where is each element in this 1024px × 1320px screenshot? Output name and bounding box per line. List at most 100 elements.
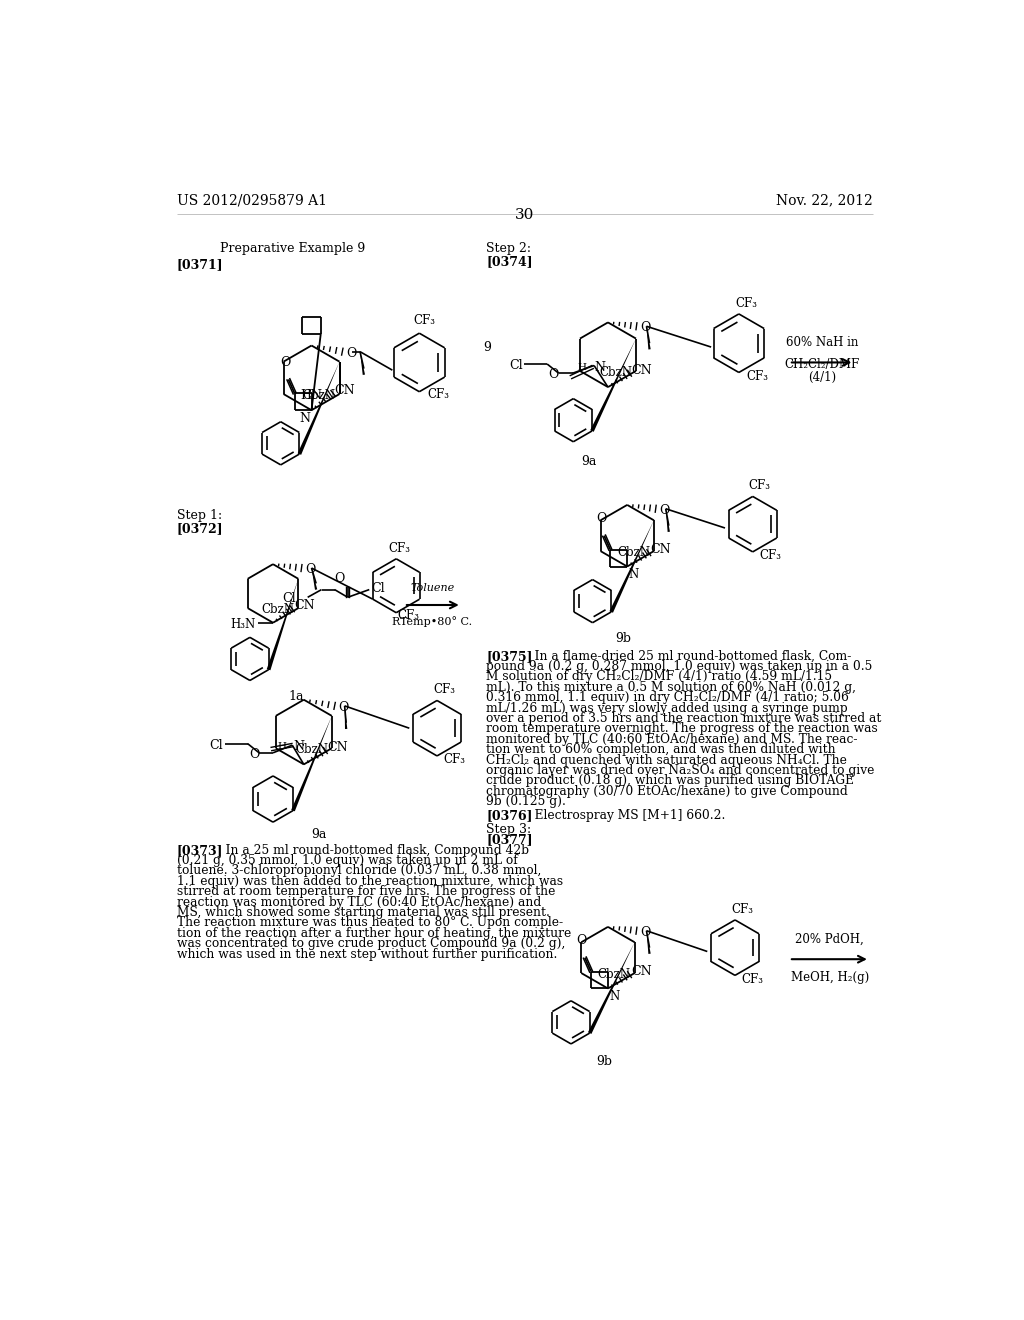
Text: O: O: [281, 355, 291, 368]
Text: CH₂Cl₂/DMF: CH₂Cl₂/DMF: [784, 358, 859, 371]
Text: CbzN: CbzN: [261, 603, 295, 616]
Text: Step 2:: Step 2:: [486, 242, 531, 255]
Text: CF₃: CF₃: [397, 610, 420, 622]
Text: tion went to 60% completion, and was then diluted with: tion went to 60% completion, and was the…: [486, 743, 836, 756]
Text: 30: 30: [515, 209, 535, 223]
Text: CF₃: CF₃: [741, 973, 763, 986]
Text: CN: CN: [650, 543, 671, 556]
Text: MeOH, H₂(g): MeOH, H₂(g): [791, 970, 868, 983]
Text: monitored by TLC (40:60 EtOAc/hexane) and MS. The reac-: monitored by TLC (40:60 EtOAc/hexane) an…: [486, 733, 858, 746]
Text: O: O: [346, 347, 356, 360]
Text: 9: 9: [483, 341, 492, 354]
Text: toluene. 3-chloropropionyl chloride (0.037 mL, 0.38 mmol,: toluene. 3-chloropropionyl chloride (0.0…: [177, 865, 541, 878]
Text: CF₃: CF₃: [433, 684, 456, 696]
Text: Preparative Example 9: Preparative Example 9: [219, 242, 365, 255]
Text: Toluene: Toluene: [411, 583, 455, 594]
Text: CN: CN: [631, 363, 651, 376]
Text: O: O: [640, 925, 650, 939]
Text: CF₃: CF₃: [749, 479, 771, 492]
Text: CF₃: CF₃: [746, 370, 769, 383]
Text: CbzN: CbzN: [599, 366, 632, 379]
Text: Step 1:: Step 1:: [177, 508, 222, 521]
Text: (0.21 g, 0.35 mmol, 1.0 equiv) was taken up in 2 mL of: (0.21 g, 0.35 mmol, 1.0 equiv) was taken…: [177, 854, 517, 867]
Text: Cl: Cl: [371, 582, 384, 594]
Text: crude product (0.18 g), which was purified using BIOTAGE: crude product (0.18 g), which was purifi…: [486, 775, 854, 788]
Text: CF₃: CF₃: [388, 541, 411, 554]
Text: 9a: 9a: [311, 829, 327, 841]
Text: CF₃: CF₃: [443, 754, 465, 767]
Text: room temperature overnight. The progress of the reaction was: room temperature overnight. The progress…: [486, 722, 878, 735]
Text: CbzN: CbzN: [303, 389, 336, 403]
Text: O: O: [339, 701, 349, 714]
Polygon shape: [311, 568, 317, 590]
Polygon shape: [298, 362, 340, 455]
Text: tion of the reaction after a further hour of heating, the mixture: tion of the reaction after a further hou…: [177, 927, 571, 940]
Text: N: N: [594, 360, 605, 374]
Text: H: H: [278, 742, 286, 751]
Text: 20% PdOH,: 20% PdOH,: [796, 932, 864, 945]
Text: mL). To this mixture a 0.5 M solution of 60% NaH (0.012 g,: mL). To this mixture a 0.5 M solution of…: [486, 681, 856, 694]
Text: CH₂Cl₂ and quenched with saturated aqueous NH₄Cl. The: CH₂Cl₂ and quenched with saturated aqueo…: [486, 754, 847, 767]
Text: Cl: Cl: [209, 739, 223, 751]
Text: 60% NaH in: 60% NaH in: [785, 337, 858, 350]
Polygon shape: [590, 339, 636, 432]
Text: 0.316 mmol, 1.1 equiv) in dry CH₂Cl₂/DMF (4/1 ratio; 5.06: 0.316 mmol, 1.1 equiv) in dry CH₂Cl₂/DMF…: [486, 692, 849, 705]
Text: O: O: [249, 748, 259, 760]
Text: O: O: [640, 321, 650, 334]
Text: reaction was monitored by TLC (60:40 EtOAc/hexane) and: reaction was monitored by TLC (60:40 EtO…: [177, 896, 541, 908]
Text: [0371]: [0371]: [177, 259, 223, 272]
Polygon shape: [345, 706, 347, 729]
Text: CbzN: CbzN: [598, 968, 631, 981]
Text: CF₃: CF₃: [759, 549, 781, 562]
Text: H: H: [578, 363, 587, 371]
Text: CbzN: CbzN: [617, 546, 650, 560]
Text: N: N: [294, 741, 305, 754]
Text: mL/1.26 mL) was very slowly added using a syringe pump: mL/1.26 mL) was very slowly added using …: [486, 702, 848, 714]
Text: CF₃: CF₃: [413, 314, 435, 327]
Text: organic layer was dried over Na₂SO₄ and concentrated to give: organic layer was dried over Na₂SO₄ and …: [486, 764, 874, 777]
Text: CN: CN: [335, 384, 355, 397]
Text: [0372]: [0372]: [177, 523, 223, 536]
Text: O: O: [577, 933, 587, 946]
Text: which was used in the next step without further purification.: which was used in the next step without …: [177, 948, 557, 961]
Text: CN: CN: [294, 599, 314, 612]
Text: was concentrated to give crude product Compound 9a (0.2 g),: was concentrated to give crude product C…: [177, 937, 565, 950]
Text: In a 25 ml round-bottomed flask, Compound 42b: In a 25 ml round-bottomed flask, Compoun…: [214, 843, 528, 857]
Text: In a flame-dried 25 ml round-bottomed flask, Com-: In a flame-dried 25 ml round-bottomed fl…: [523, 649, 852, 663]
Text: chromatography (30/70 EtOAc/hexane) to give Compound: chromatography (30/70 EtOAc/hexane) to g…: [486, 785, 848, 797]
Text: HN: HN: [301, 389, 323, 403]
Text: [0377]: [0377]: [486, 833, 532, 846]
Text: N: N: [629, 568, 639, 581]
Text: US 2012/0295879 A1: US 2012/0295879 A1: [177, 193, 327, 207]
Text: [0374]: [0374]: [486, 255, 532, 268]
Text: O: O: [596, 512, 606, 525]
Text: N: N: [609, 990, 620, 1003]
Polygon shape: [646, 931, 650, 954]
Text: Cl: Cl: [283, 593, 296, 606]
Text: 9b: 9b: [596, 1056, 612, 1068]
Text: over a period of 3.5 hrs and the reaction mixture was stirred at: over a period of 3.5 hrs and the reactio…: [486, 711, 882, 725]
Text: CN: CN: [327, 741, 347, 754]
Polygon shape: [609, 520, 654, 612]
Text: RTemp•80° C.: RTemp•80° C.: [392, 616, 472, 627]
Text: [0375]: [0375]: [486, 649, 532, 663]
Text: CN: CN: [631, 965, 651, 978]
Text: O: O: [305, 564, 315, 576]
Text: Nov. 22, 2012: Nov. 22, 2012: [776, 193, 872, 207]
Text: H₃N: H₃N: [230, 618, 256, 631]
Text: stirred at room temperature for five hrs. The progress of the: stirred at room temperature for five hrs…: [177, 886, 555, 899]
Text: Step 3:: Step 3:: [486, 822, 531, 836]
Polygon shape: [267, 579, 298, 671]
Text: Cl: Cl: [509, 359, 522, 372]
Text: The reaction mixture was thus heated to 80° C. Upon comple-: The reaction mixture was thus heated to …: [177, 916, 563, 929]
Polygon shape: [588, 942, 635, 1034]
Text: 9b: 9b: [615, 632, 632, 645]
Text: N: N: [299, 412, 310, 425]
Text: O: O: [334, 572, 345, 585]
Text: CF₃: CF₃: [427, 388, 449, 401]
Text: (4/1): (4/1): [808, 371, 836, 384]
Text: 9b (0.125 g).: 9b (0.125 g).: [486, 795, 566, 808]
Text: CbzN: CbzN: [295, 743, 328, 756]
Polygon shape: [291, 715, 332, 812]
Polygon shape: [646, 326, 650, 350]
